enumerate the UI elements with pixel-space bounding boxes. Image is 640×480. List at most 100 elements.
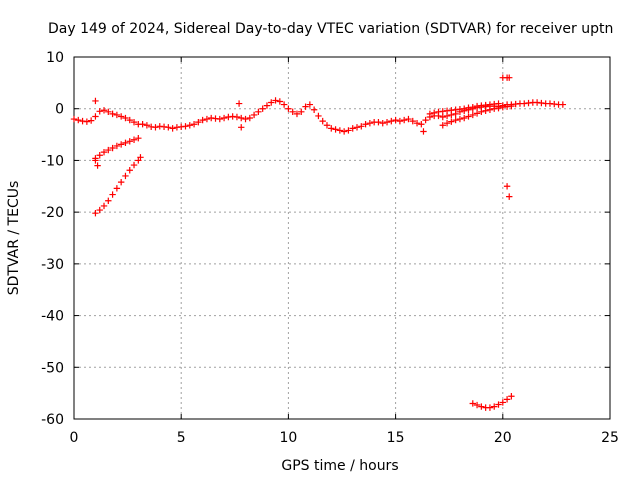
data-point [143, 122, 151, 129]
data-point [482, 107, 489, 114]
data-point [220, 114, 228, 122]
data-point [100, 107, 108, 114]
data-point [559, 101, 567, 108]
data-point [456, 115, 464, 123]
data-point [75, 116, 82, 124]
x-tick-label: 20 [494, 430, 512, 446]
data-point [117, 141, 125, 148]
data-point [263, 102, 271, 109]
data-point [366, 119, 374, 127]
data-point [100, 202, 108, 210]
data-point [349, 125, 356, 132]
data-point [506, 193, 513, 200]
data-point [94, 162, 101, 169]
data-point [238, 124, 245, 131]
data-point [126, 116, 133, 124]
data-point [280, 101, 288, 108]
data-point [298, 108, 305, 116]
data-point [328, 125, 335, 132]
data-point [199, 116, 206, 124]
x-tick-label: 10 [279, 430, 297, 446]
data-point [499, 399, 506, 406]
data-point [105, 108, 112, 116]
x-tick-label: 5 [177, 430, 186, 446]
data-point [508, 393, 515, 400]
data-point [418, 121, 425, 128]
data-point [461, 105, 468, 112]
series-isolated [92, 74, 513, 200]
data-point [276, 98, 284, 105]
data-point [443, 119, 451, 127]
data-point [469, 111, 476, 119]
data-point [486, 404, 494, 411]
x-tick-label: 25 [601, 430, 619, 446]
data-point [506, 74, 513, 81]
y-tick-label: -60 [41, 412, 64, 428]
data-point [310, 106, 318, 113]
series-main-track [70, 97, 567, 135]
data-point [285, 105, 292, 112]
data-point [83, 118, 91, 125]
data-point [135, 134, 142, 142]
data-point [122, 114, 129, 122]
data-point [503, 183, 511, 190]
data-point [113, 185, 121, 192]
data-point [473, 110, 481, 117]
data-point [96, 108, 103, 115]
data-point [448, 118, 455, 125]
x-tick-label: 15 [387, 430, 405, 446]
y-tick-label: -20 [41, 205, 64, 221]
data-point [379, 119, 386, 127]
data-point [383, 118, 391, 126]
grid-lines [74, 57, 610, 419]
data-point [126, 167, 133, 174]
data-point [203, 115, 211, 123]
data-point [70, 115, 78, 123]
data-point [122, 139, 129, 147]
data-point [139, 121, 146, 128]
y-tick-label: -50 [41, 360, 64, 376]
series-late-arc [469, 393, 515, 411]
y-tick-label: -40 [41, 309, 64, 325]
data-point [426, 110, 434, 118]
chart-title: Day 149 of 2024, Sidereal Day-to-day VTE… [48, 21, 613, 37]
data-point [233, 113, 241, 121]
x-axis-label: GPS time / hours [281, 458, 398, 474]
data-point [113, 142, 121, 150]
data-point [293, 110, 301, 118]
data-point [165, 124, 172, 131]
data-point [272, 97, 279, 104]
data-point [478, 108, 485, 116]
y-axis-label: SDTVAR / TECUs [6, 181, 22, 296]
axis-ticks: 0 5 10 15 20 25 10 0 -10 -20 -30 -40 -50 -60 [41, 50, 619, 446]
data-point [306, 101, 314, 108]
data-point [130, 118, 138, 126]
data-point [242, 115, 249, 123]
data-point [130, 136, 138, 143]
plot-frame [73, 56, 611, 420]
data-point [268, 99, 275, 106]
data-point [238, 114, 245, 122]
data-point [503, 396, 511, 403]
data-point [169, 125, 176, 132]
data-point [430, 109, 438, 117]
data-point [336, 127, 344, 134]
data-point [439, 113, 446, 121]
data-point [109, 191, 116, 198]
data-point [478, 403, 485, 410]
data-point [109, 144, 116, 152]
data-point [109, 110, 116, 118]
y-tick-label: 0 [55, 102, 64, 118]
data-point [302, 103, 309, 110]
data-point [332, 126, 339, 133]
data-point [130, 161, 138, 169]
data-point [250, 111, 258, 119]
data-point [469, 103, 476, 111]
data-point [152, 124, 159, 131]
data-point [358, 123, 365, 130]
data-point [137, 154, 144, 161]
data-point [92, 157, 99, 164]
data-point [400, 116, 408, 124]
data-point [465, 113, 472, 120]
data-point [186, 122, 193, 129]
